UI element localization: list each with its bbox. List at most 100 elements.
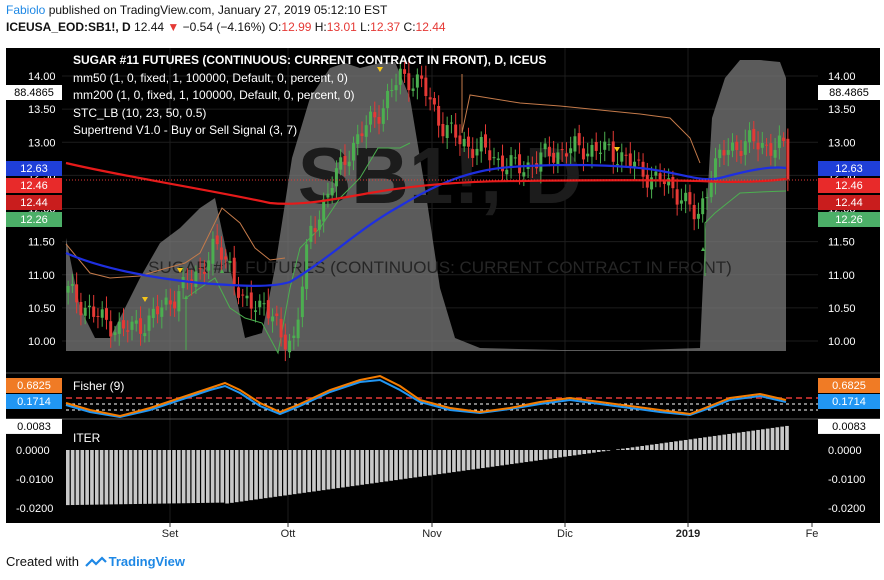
candle-body xyxy=(760,142,764,148)
price-badge-right: 12.26 xyxy=(835,214,863,226)
sell-signal-icon xyxy=(377,67,383,72)
candle-body xyxy=(471,149,475,158)
iter-tick-right: -0.0100 xyxy=(828,474,865,486)
iter-bar xyxy=(587,450,591,454)
candle-body xyxy=(432,98,436,105)
iter-bar xyxy=(635,446,640,450)
chart-area[interactable]: SB1!, D SUGAR #11 FUTURES (CONTINUOUS: C… xyxy=(0,38,884,550)
legend-supertrend[interactable]: Supertrend V1.0 - Buy or Sell Signal (3,… xyxy=(73,123,297,137)
iter-bar xyxy=(302,450,307,493)
candle-body xyxy=(75,284,79,303)
iter-bar xyxy=(476,450,480,469)
legend-stc[interactable]: STC_LB (10, 23, 50, 0.5) xyxy=(73,106,206,120)
iter-bar xyxy=(244,450,249,501)
iter-bar xyxy=(775,427,780,450)
candle-body xyxy=(245,295,249,299)
legend-title: SUGAR #11 FUTURES (CONTINUOUS: CURRENT C… xyxy=(73,53,546,67)
price-badges: 12.63 12.63 12.46 12.46 12.44 12.44 12.26 12.26 xyxy=(6,161,880,227)
iter-bar xyxy=(403,450,408,479)
iter-bar xyxy=(654,443,659,450)
candle-body xyxy=(726,150,730,155)
candle-body xyxy=(364,125,368,137)
price-tick-left: 11.00 xyxy=(28,270,55,282)
candle-body xyxy=(228,261,232,263)
candle-body xyxy=(658,173,662,182)
iter-bar xyxy=(736,432,741,450)
publish-header: Fabiolo published on TradingView.com, Ja… xyxy=(6,3,387,17)
candle-body xyxy=(390,90,394,92)
iter-bar xyxy=(616,449,620,450)
price-badge-left: 12.44 xyxy=(20,197,48,209)
iter-bar xyxy=(625,447,630,450)
iter-bar xyxy=(524,450,529,463)
iter-bar xyxy=(553,450,558,459)
iter-bar xyxy=(162,450,167,504)
iter-bar xyxy=(312,450,316,492)
tradingview-brand[interactable]: TradingView xyxy=(108,554,185,569)
iter-axis[interactable]: 0.0083 0.0083 0.0000 0.0000 -0.0100 -0.0100 -0… xyxy=(6,418,880,515)
iter-bar xyxy=(539,450,543,461)
iter-bar xyxy=(85,450,89,505)
iter-bar xyxy=(592,450,596,453)
iter-bar xyxy=(210,450,215,503)
high-label: H: xyxy=(314,20,327,34)
candle-body xyxy=(309,225,313,243)
iter-bar xyxy=(370,450,374,484)
candle-body xyxy=(181,277,185,289)
price-badge-bg xyxy=(818,161,880,176)
iter-bar xyxy=(621,448,625,450)
iter-bar xyxy=(722,434,727,450)
mm200-line xyxy=(65,161,787,205)
iter-tick-right: 0.0083 xyxy=(832,421,866,433)
iter-bar xyxy=(761,429,765,450)
candle-body xyxy=(130,321,134,330)
candle-body xyxy=(564,153,568,157)
candle-body xyxy=(394,85,398,91)
iter-bar xyxy=(234,450,239,503)
candle-body xyxy=(462,138,466,147)
candle-body xyxy=(573,136,577,152)
created-with-text: Created with xyxy=(6,554,79,569)
price-tick-right: 11.00 xyxy=(828,270,855,282)
candle-body xyxy=(415,74,419,88)
candle-body xyxy=(684,192,688,202)
iter-bar xyxy=(447,450,451,473)
iter-title[interactable]: ITER xyxy=(73,431,101,445)
candle-body xyxy=(445,125,449,139)
iter-bar xyxy=(452,450,456,473)
iter-bar xyxy=(336,450,340,489)
iter-bar xyxy=(601,450,606,452)
iter-bar xyxy=(596,450,601,453)
author-link[interactable]: Fabiolo xyxy=(6,3,46,17)
candle-body xyxy=(360,133,364,137)
price-badge-bg xyxy=(818,212,880,227)
candle-body xyxy=(177,291,181,312)
candle-body xyxy=(236,287,240,298)
iter-bar xyxy=(558,450,562,458)
candle-body xyxy=(109,321,113,337)
candle-body xyxy=(786,138,790,180)
legend-mm50[interactable]: mm50 (1, 0, fixed, 1, 100000, Default, 0… xyxy=(73,71,348,85)
candle-body xyxy=(603,141,607,150)
iter-bar xyxy=(408,450,413,479)
iter-bar xyxy=(283,450,287,496)
stc-band-area xyxy=(66,60,786,351)
iter-bar xyxy=(717,435,722,450)
candle-body xyxy=(403,69,407,74)
candle-body xyxy=(215,235,219,245)
iter-tick-right: -0.0200 xyxy=(828,503,865,515)
iter-bar xyxy=(490,450,495,467)
candle-body xyxy=(624,154,628,156)
candle-body xyxy=(731,142,734,151)
iter-bar xyxy=(669,441,673,450)
fisher-indicator: 0.6825 0.6825 0.1714 0.1714 xyxy=(6,374,880,419)
iter-bar xyxy=(360,450,365,485)
iter-bar xyxy=(567,450,572,457)
iter-bar xyxy=(133,450,138,505)
iter-bar xyxy=(659,443,664,450)
candle-body xyxy=(134,320,138,324)
candle-body xyxy=(743,141,747,155)
legend-mm200[interactable]: mm200 (1, 0, fixed, 1, 100000, Default, … xyxy=(73,88,355,102)
fisher-title[interactable]: Fisher (9) xyxy=(73,379,124,393)
time-axis[interactable]: Set Ott Nov Dic 2019 Fe xyxy=(162,523,819,540)
